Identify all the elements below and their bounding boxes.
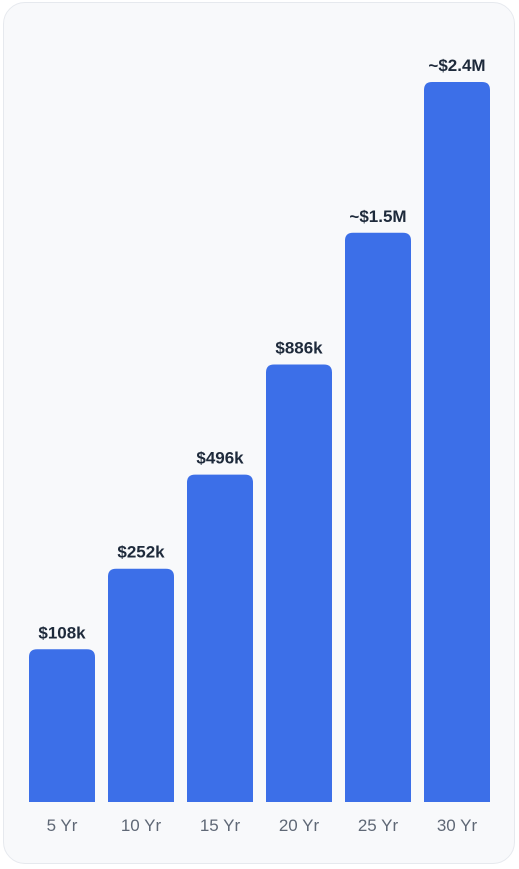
x-tick-label: 20 Yr [279, 816, 320, 835]
x-tick-label: 30 Yr [437, 816, 478, 835]
bar-30-yr [424, 82, 490, 802]
data-label: $108k [38, 623, 86, 642]
data-label: ~$1.5M [349, 207, 406, 226]
x-tick-label: 5 Yr [47, 816, 78, 835]
x-tick-label: 10 Yr [121, 816, 162, 835]
x-tick-label: 25 Yr [358, 816, 399, 835]
data-label: $886k [275, 339, 323, 358]
bar-25-yr [345, 232, 411, 802]
bar-10-yr [108, 568, 174, 802]
bar-15-yr [187, 474, 253, 802]
x-tick-label: 15 Yr [200, 816, 241, 835]
data-label: $496k [196, 449, 244, 468]
bar-20-yr [266, 364, 332, 802]
data-label: $252k [117, 543, 165, 562]
bar-5-yr [29, 649, 95, 802]
data-label: ~$2.4M [428, 56, 485, 75]
